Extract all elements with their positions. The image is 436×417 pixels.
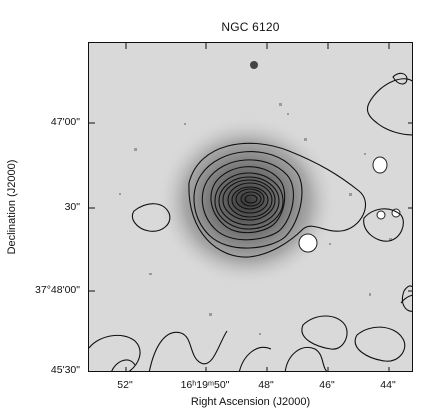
sky-image [89,43,412,371]
figure-title: NGC 6120 [221,20,280,34]
stars [298,156,401,253]
x-tick-label: 52" [117,379,133,391]
y-axis-title: Declination (J2000) [6,159,18,255]
x-tick-label: 48" [258,379,274,391]
y-tick-label: 37°48'00" [35,284,80,296]
x-axis-title: Right Ascension (J2000) [190,396,311,408]
galaxy-halo [157,116,337,286]
point-source [250,61,258,69]
y-tick-label: 47'00" [50,116,80,128]
contours [89,72,412,371]
sky-image-panel [88,42,413,372]
image-noise [119,103,392,335]
y-tick-label: 45'30" [50,364,80,376]
x-tick-label: 16ʰ19ᵐ50" [180,379,230,391]
tick-marks [89,43,412,371]
x-tick-label: 46" [319,379,335,391]
x-tick-label: 44" [380,379,396,391]
y-tick-label: 30" [64,201,80,213]
